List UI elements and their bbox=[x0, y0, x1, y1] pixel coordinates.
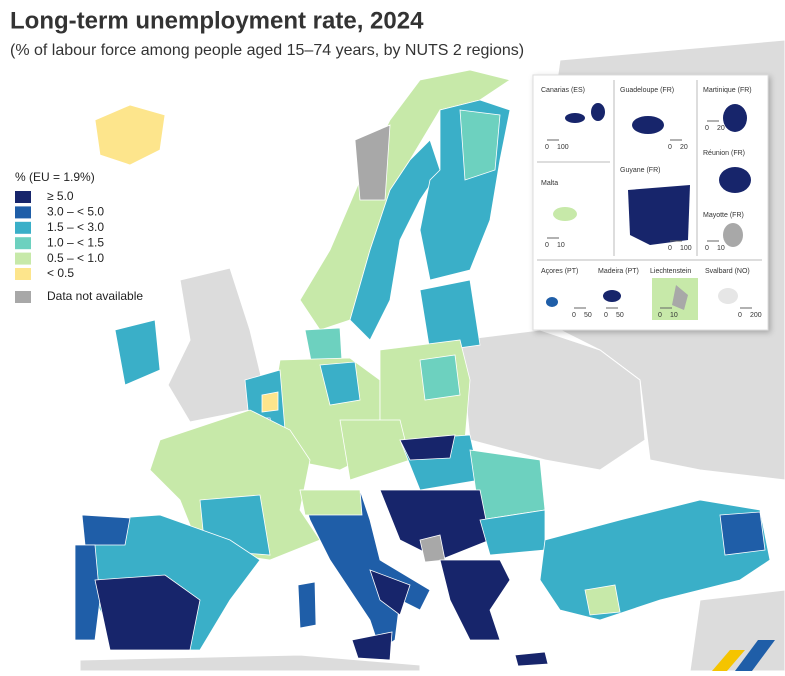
poland-east bbox=[419, 354, 461, 401]
inset-label: Canarias (ES) bbox=[541, 87, 585, 94]
legend-label: Data not available bbox=[47, 289, 143, 303]
scale-label: 0 bbox=[705, 245, 709, 252]
turkey-west bbox=[584, 584, 621, 616]
inset-label: Liechtenstein bbox=[650, 268, 691, 275]
guadeloupe bbox=[632, 116, 664, 134]
inset-label: Guadeloupe (FR) bbox=[620, 87, 674, 94]
scale-label: 100 bbox=[557, 144, 569, 151]
madeira bbox=[603, 290, 621, 302]
balkans bbox=[379, 489, 491, 561]
scale-label: 0 bbox=[705, 125, 709, 132]
inset-label: Madeira (PT) bbox=[598, 268, 639, 275]
liechtenstein-region bbox=[672, 285, 688, 310]
benelux-south bbox=[261, 391, 279, 413]
scale-label: 0 bbox=[604, 312, 608, 319]
inset-label: Svalbard (NO) bbox=[705, 268, 750, 275]
north-africa bbox=[79, 654, 421, 672]
inset-label: Mayotte (FR) bbox=[703, 212, 744, 219]
scale-label: 10 bbox=[670, 312, 678, 319]
legend-swatch bbox=[15, 206, 31, 219]
logo bbox=[735, 640, 775, 671]
scale-label: 0 bbox=[658, 312, 662, 319]
scale-label: 10 bbox=[717, 245, 725, 252]
scale-label: 0 bbox=[738, 312, 742, 319]
martinique bbox=[723, 104, 747, 132]
italy-south bbox=[369, 569, 411, 616]
legend-label: 3.0 – < 5.0 bbox=[47, 205, 104, 219]
middle-east bbox=[689, 589, 785, 672]
ireland bbox=[114, 319, 161, 386]
inset-label: Martinique (FR) bbox=[703, 87, 752, 94]
scale-label: 20 bbox=[680, 144, 688, 151]
inset-label: Malta bbox=[541, 180, 558, 187]
scale-label: 50 bbox=[584, 312, 592, 319]
slovakia-east bbox=[399, 434, 456, 461]
svalbard bbox=[718, 288, 738, 304]
legend-label: ≥ 5.0 bbox=[47, 189, 74, 203]
legend-swatch bbox=[15, 268, 31, 280]
legend-label: 0.5 – < 1.0 bbox=[47, 251, 104, 265]
inset-label: Açores (PT) bbox=[541, 268, 578, 275]
scale-label: 100 bbox=[680, 245, 692, 252]
andalusia bbox=[94, 574, 201, 651]
canarias bbox=[565, 113, 585, 123]
scale-label: 0 bbox=[668, 144, 672, 151]
finland-north bbox=[459, 109, 501, 181]
scale-label: 200 bbox=[750, 312, 762, 319]
canarias bbox=[591, 103, 605, 121]
greece bbox=[439, 559, 511, 641]
scale-label: 10 bbox=[557, 242, 565, 249]
legend-label: 1.0 – < 1.5 bbox=[47, 235, 104, 249]
mayotte bbox=[723, 223, 743, 247]
legend-title: % (EU = 1.9%) bbox=[15, 170, 95, 184]
legend-swatch bbox=[15, 237, 31, 250]
scale-label: 0 bbox=[545, 144, 549, 151]
turkey-east bbox=[719, 511, 766, 556]
baltics bbox=[419, 279, 481, 353]
legend: ≥ 5.0 3.0 – < 5.01.5 – < 3.01.0 – < 1.5 0.… bbox=[15, 189, 143, 303]
scale-label: 0 bbox=[545, 242, 549, 249]
cyprus bbox=[514, 651, 549, 667]
portugal bbox=[74, 544, 101, 641]
subtitle: (% of labour force among people aged 15–… bbox=[10, 42, 524, 59]
italy-north bbox=[299, 489, 363, 516]
no-data-region bbox=[354, 124, 391, 201]
legend-swatch bbox=[15, 252, 31, 265]
scale-label: 50 bbox=[616, 312, 624, 319]
legend-swatch bbox=[15, 191, 31, 203]
scale-label: 20 bbox=[717, 125, 725, 132]
ukraine-belarus bbox=[459, 329, 646, 471]
legend-label: 1.5 – < 3.0 bbox=[47, 220, 104, 234]
sardinia bbox=[297, 581, 317, 629]
inset-label: Réunion (FR) bbox=[703, 150, 745, 157]
scale-label: 0 bbox=[572, 312, 576, 319]
legend-label: < 0.5 bbox=[47, 266, 74, 280]
reunion bbox=[719, 167, 751, 193]
title: Long-term unemployment rate, 2024 bbox=[10, 7, 424, 34]
germany-north bbox=[319, 361, 361, 406]
scale-label: 0 bbox=[668, 245, 672, 252]
spain-north bbox=[81, 514, 131, 546]
legend-swatch bbox=[15, 221, 31, 234]
guyane bbox=[628, 185, 690, 245]
legend-swatch bbox=[15, 291, 31, 303]
logo bbox=[712, 650, 745, 671]
inset-label: Guyane (FR) bbox=[620, 167, 660, 174]
acores bbox=[546, 297, 558, 307]
iceland bbox=[94, 104, 166, 166]
malta bbox=[553, 207, 577, 221]
sicily bbox=[351, 631, 393, 661]
